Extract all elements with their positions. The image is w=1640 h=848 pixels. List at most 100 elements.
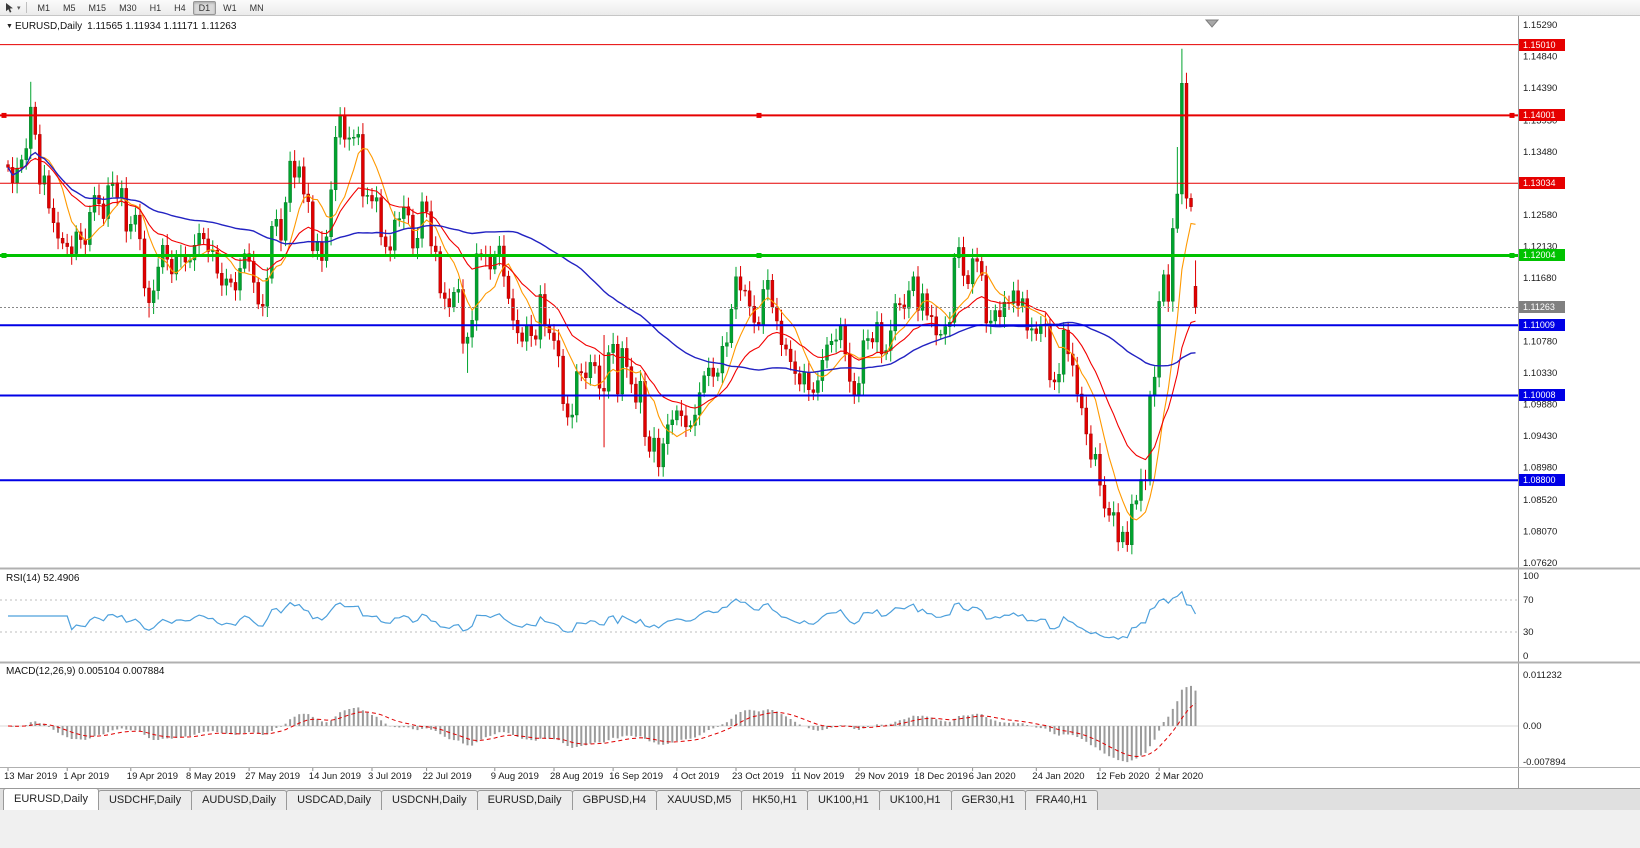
candle-body	[1089, 433, 1093, 460]
price-badge-1.10008: 1.10008	[1519, 389, 1565, 401]
macd-axis-label: 0.011232	[1523, 670, 1562, 681]
chart-tab-0-eurusd-daily[interactable]: EURUSD,Daily	[3, 788, 99, 810]
candle-body	[15, 167, 19, 184]
price-axis-label: 1.08520	[1523, 495, 1557, 506]
chart-tab-10-uk100-h1[interactable]: UK100,H1	[878, 790, 952, 810]
timeframe-button-d1[interactable]: D1	[192, 0, 217, 15]
hline-handle[interactable]	[1509, 252, 1515, 258]
hline-handle[interactable]	[1, 112, 7, 118]
price-axis-label: 1.14390	[1523, 83, 1557, 94]
candle-body	[256, 282, 260, 305]
candle-body	[697, 392, 702, 416]
candle-body	[1066, 329, 1070, 355]
chart-tab-9-uk100-h1[interactable]: UK100,H1	[806, 790, 880, 810]
candle-body	[1002, 301, 1007, 318]
candle-body	[56, 222, 60, 239]
candle-body	[570, 414, 574, 418]
candle-body	[1080, 393, 1084, 409]
candle-body	[279, 219, 283, 241]
candle-body	[265, 278, 269, 307]
candle-body	[634, 383, 638, 403]
candle-body	[556, 340, 561, 357]
candle-body	[120, 188, 124, 199]
date-axis-label: 2 Mar 2020	[1155, 771, 1203, 782]
timeframe-button-w1[interactable]: W1	[223, 2, 237, 13]
macd-axis-label: 0.00	[1523, 721, 1542, 732]
chart-tab-6-gbpusd-h4[interactable]: GBPUSD,H4	[571, 790, 658, 810]
candle-body	[766, 280, 770, 290]
hline-handle[interactable]	[756, 112, 762, 118]
candle-body	[315, 242, 320, 251]
date-axis-label: 9 Aug 2019	[491, 771, 539, 782]
chart-canvas[interactable]: 1.152901.148401.143901.139301.134801.130…	[0, 16, 1640, 788]
timeframe-button-mn[interactable]: MN	[249, 2, 264, 13]
chart-tab-11-ger30-h1[interactable]: GER30,H1	[950, 790, 1026, 810]
cursor-tool-icon[interactable]	[4, 2, 15, 14]
price-axis-label: 1.12130	[1523, 242, 1557, 253]
candle-body	[939, 334, 943, 336]
chart-tab-7-xauusd-m5[interactable]: XAUUSD,M5	[656, 790, 743, 810]
symbol-marker-icon: ▼	[6, 23, 13, 30]
chart-tab-2-audusd-daily[interactable]: AUDUSD,Daily	[191, 790, 288, 810]
macd-histogram	[11, 685, 1197, 763]
candle-body	[292, 160, 297, 178]
candle-body	[415, 237, 420, 249]
candle-body	[907, 290, 911, 309]
hline-handle[interactable]	[756, 252, 762, 258]
candle-body	[402, 206, 406, 219]
hline-handle[interactable]	[1509, 112, 1515, 118]
chart-tab-3-usdcad-daily[interactable]: USDCAD,Daily	[286, 790, 383, 810]
candle-body	[911, 276, 916, 291]
chart-tab-5-eurusd-daily[interactable]: EURUSD,Daily	[476, 790, 573, 810]
date-axis-label: 13 Mar 2019	[4, 771, 57, 782]
hline-handle[interactable]	[1, 252, 7, 258]
chart-tab-1-usdchf-daily[interactable]: USDCHF,Daily	[97, 790, 193, 810]
toolbar-separator	[25, 2, 27, 13]
candle-body	[716, 372, 720, 377]
candle-body	[1034, 328, 1039, 334]
candle-body	[242, 253, 247, 269]
candle-body	[966, 275, 970, 284]
candle-body	[1052, 379, 1057, 383]
timeframe-button-h4[interactable]: H4	[174, 2, 186, 13]
candle-body	[1016, 290, 1020, 306]
toolbar-dropdown-caret-icon[interactable]: ▾	[17, 4, 21, 12]
price-badge-1.11009: 1.11009	[1519, 319, 1565, 331]
candle-body	[1093, 454, 1098, 460]
chart-ohlc-values: 1.11565 1.11934 1.11171 1.11263	[87, 21, 237, 32]
rsi-axis-label: 0	[1523, 651, 1528, 662]
timeframe-button-m1[interactable]: M1	[37, 2, 51, 13]
candle-body	[711, 367, 715, 377]
candle-body	[156, 266, 160, 291]
date-axis-label: 4 Oct 2019	[673, 771, 719, 782]
date-axis-label: 28 Aug 2019	[550, 771, 603, 782]
candle-body	[702, 375, 706, 393]
timeframe-button-h1[interactable]: H1	[149, 2, 162, 13]
candle-body	[1061, 329, 1066, 375]
chart-area[interactable]: 1.152901.148401.143901.139301.134801.130…	[0, 16, 1640, 788]
candle-body	[283, 202, 288, 241]
chart-tab-4-usdcnh-daily[interactable]: USDCNH,Daily	[381, 790, 478, 810]
date-axis-label: 19 Apr 2019	[127, 771, 178, 782]
candle-body	[465, 336, 470, 344]
price-badge-1.13034: 1.13034	[1519, 177, 1565, 189]
timeframe-button-m15[interactable]: M15	[88, 2, 107, 13]
chart-tab-8-hk50-h1[interactable]: HK50,H1	[741, 790, 808, 810]
candle-body	[101, 203, 106, 219]
date-axis-label: 22 Jul 2019	[423, 771, 472, 782]
candle-body	[829, 341, 834, 345]
chart-tab-12-fra40-h1[interactable]: FRA40,H1	[1024, 790, 1099, 810]
candle-body	[38, 134, 42, 185]
candle-body	[534, 335, 538, 340]
candle-body	[898, 303, 902, 306]
candle-body	[1025, 298, 1029, 331]
chart-shift-marker[interactable]	[1204, 19, 1220, 28]
rsi-line	[8, 590, 1197, 640]
candle-body	[843, 325, 847, 355]
candle-body	[834, 339, 838, 342]
timeframe-button-m30[interactable]: M30	[119, 2, 137, 13]
date-axis-label: 16 Sep 2019	[609, 771, 663, 782]
date-axis-label: 1 Apr 2019	[63, 771, 109, 782]
candle-body	[24, 148, 28, 160]
timeframe-button-m5[interactable]: M5	[63, 2, 76, 13]
